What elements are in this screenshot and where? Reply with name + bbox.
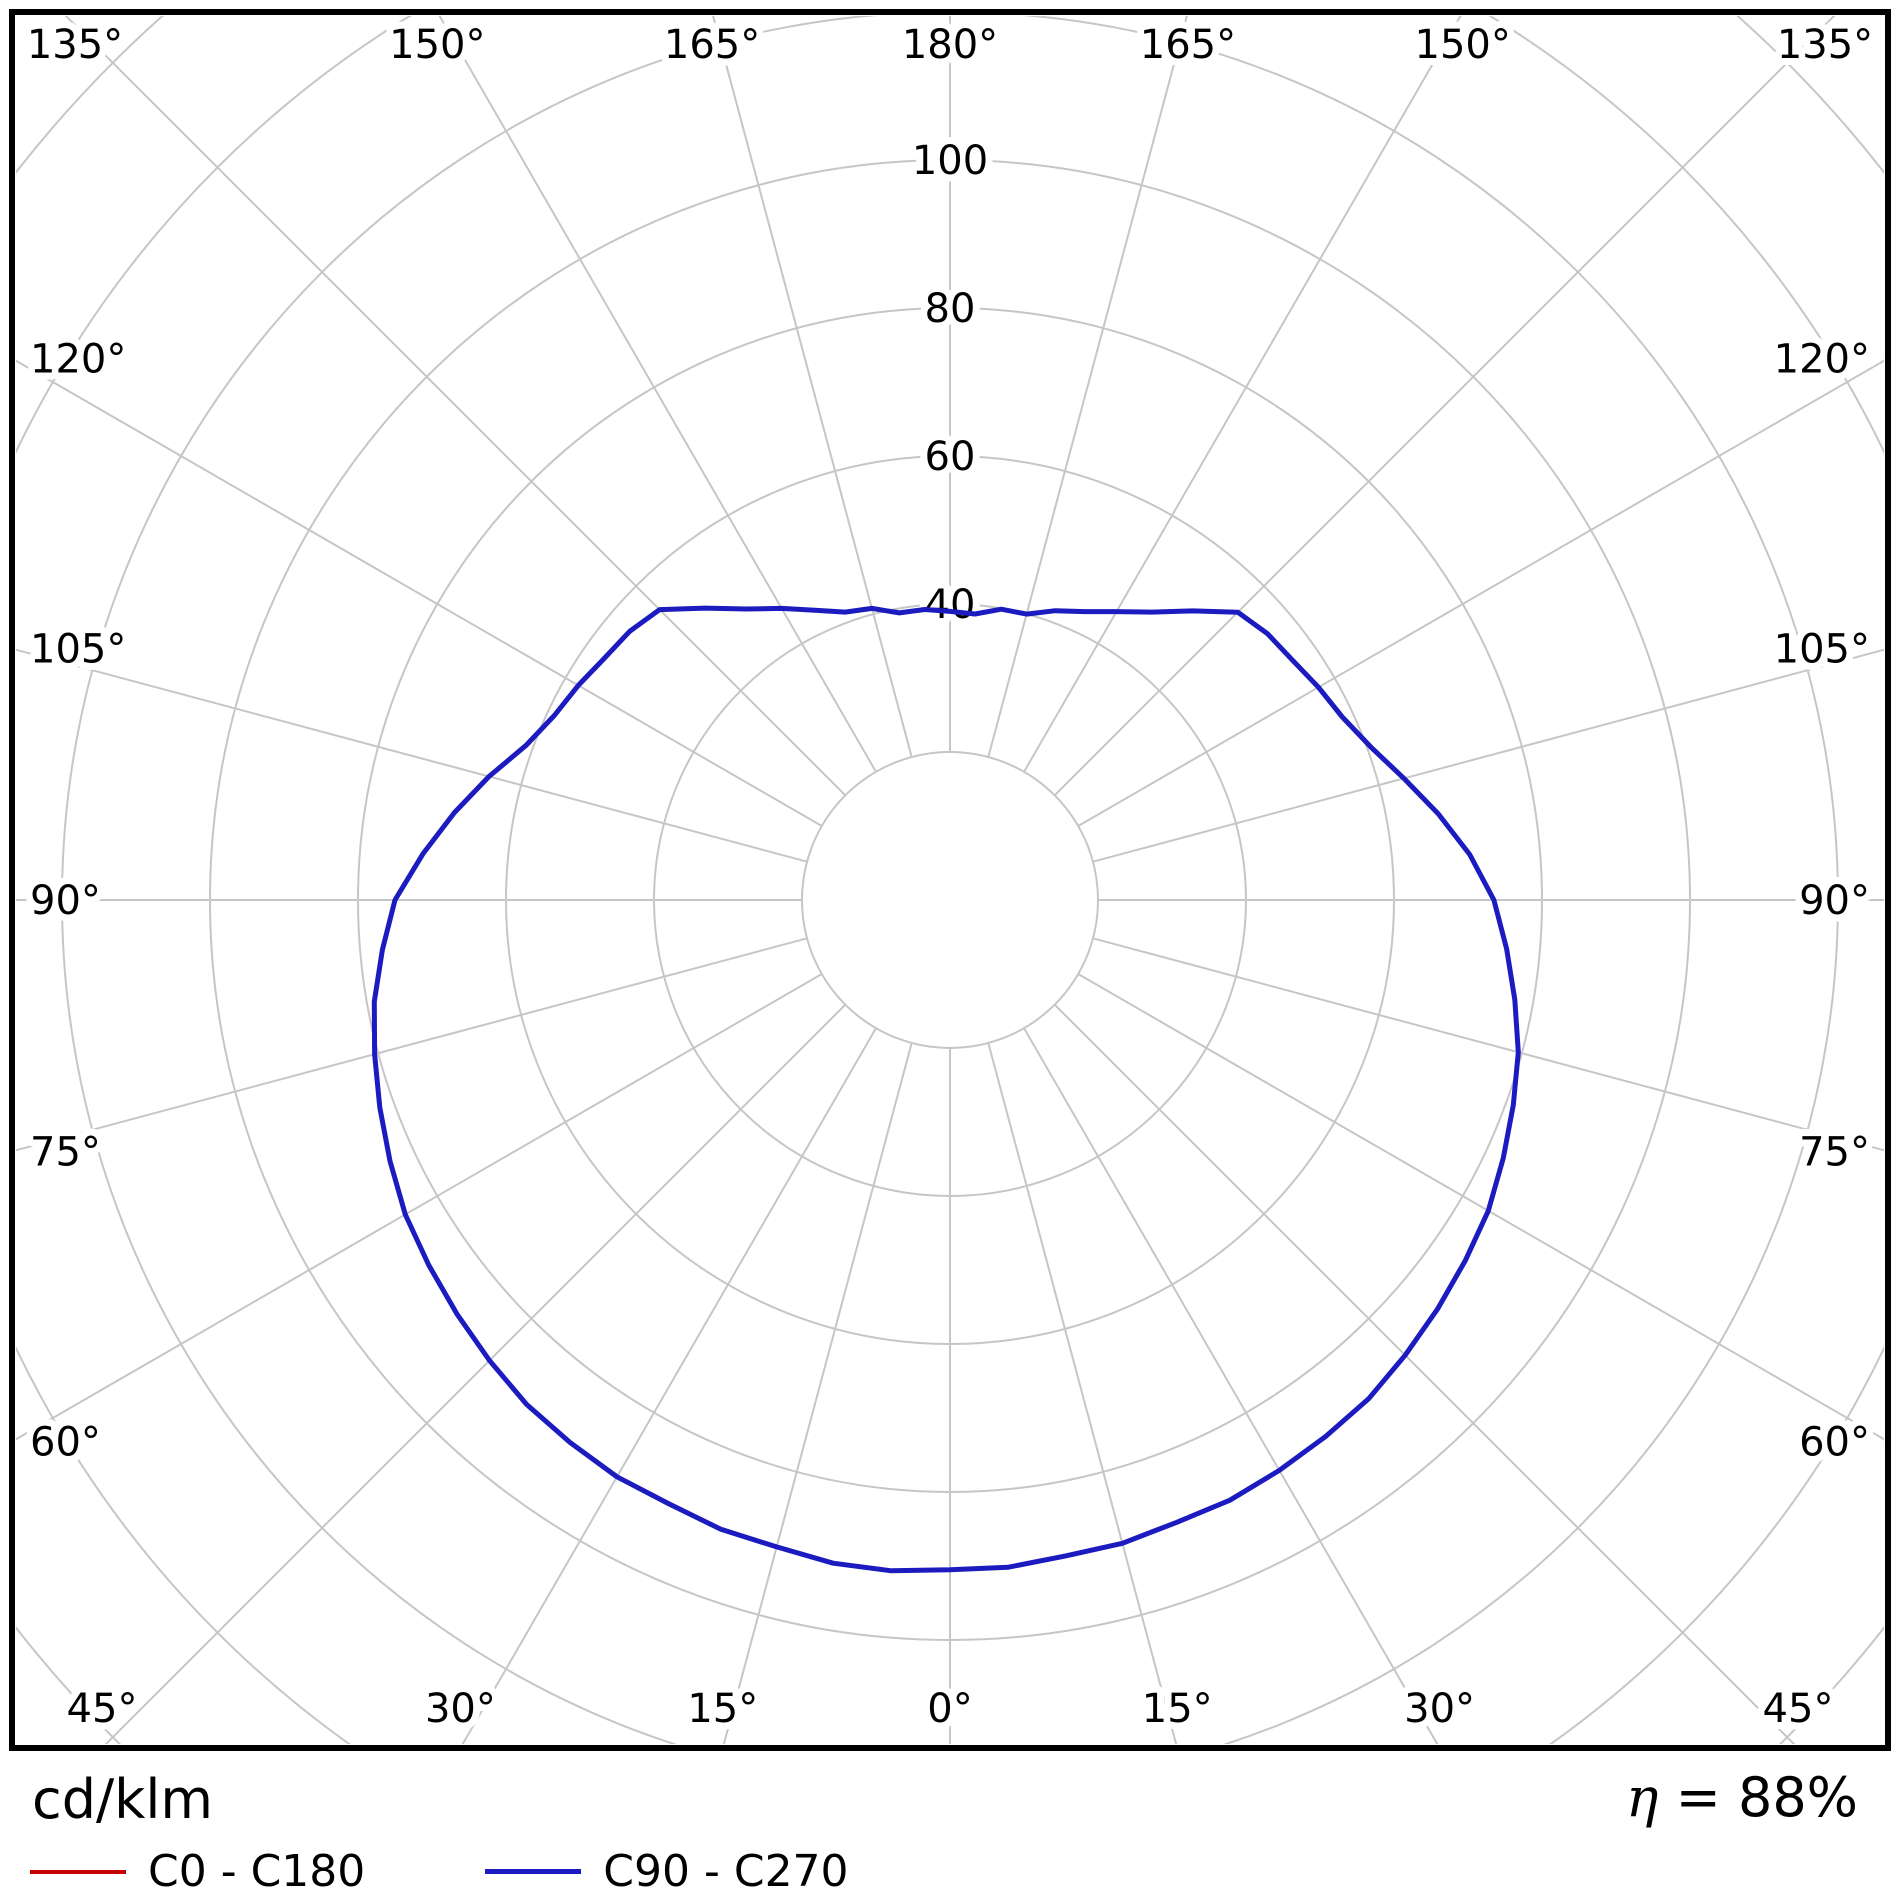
radial-tick-label: 100 xyxy=(912,138,988,184)
blue-line-swatch xyxy=(485,1869,582,1874)
angle-tick-label: 120° xyxy=(30,336,126,382)
efficiency-label: η = 88% xyxy=(1626,1766,1858,1829)
angle-grid-ray xyxy=(712,16,913,758)
angle-grid-ray xyxy=(1053,1003,1796,1744)
angle-tick-label: 60° xyxy=(1799,1420,1870,1466)
polar-grid xyxy=(16,16,1884,1744)
angle-tick-label: 30° xyxy=(1404,1686,1475,1732)
angle-tick-label: 90° xyxy=(30,878,101,924)
angle-grid-ray xyxy=(16,648,808,863)
angle-tick-label: 75° xyxy=(1799,1129,1870,1175)
angle-tick-label: 135° xyxy=(1777,22,1873,68)
intensity-curves xyxy=(371,605,1521,1574)
angle-tick-label: 150° xyxy=(389,22,485,68)
angle-grid-ray xyxy=(104,1003,847,1744)
polar-chart: 40 60 80 100 0° 15° 15° 30° 30° 45° 45° 60° 60° 75° 75… xyxy=(9,9,1891,1751)
angle-tick-label: 165° xyxy=(1140,22,1236,68)
angle-tick-label: 75° xyxy=(30,1129,101,1175)
angle-grid-ray xyxy=(64,16,847,797)
angle-tick-label: 15° xyxy=(687,1686,758,1732)
angle-grid-ray xyxy=(1023,1027,1439,1744)
angle-grid-ray xyxy=(987,1042,1178,1744)
angle-grid-ray xyxy=(1092,937,1884,1152)
angle-grid-ray xyxy=(987,16,1188,758)
angle-tick-label: 150° xyxy=(1415,22,1511,68)
red-line-swatch xyxy=(30,1869,126,1874)
angle-grid-ray xyxy=(1077,973,1884,1441)
units-label: cd/klm xyxy=(32,1768,214,1831)
radial-tick-label: 40 xyxy=(925,582,976,628)
tick-labels: 40 60 80 100 0° 15° 15° 30° 30° 45° 45° 60° 60° 75° 75… xyxy=(20,15,1880,1739)
legend-label-c90-c270: C90 - C270 xyxy=(603,1846,849,1897)
angle-tick-label: 90° xyxy=(1799,878,1870,924)
angle-tick-label: 165° xyxy=(664,22,760,68)
angle-grid-ray xyxy=(1023,16,1462,773)
eta-symbol: η xyxy=(1626,1766,1659,1829)
legend-label-c0-c180: C0 - C180 xyxy=(148,1846,366,1897)
angle-grid-ray xyxy=(16,359,823,827)
angle-grid-ray xyxy=(438,16,877,773)
legend-item-c0-c180: C0 - C180 xyxy=(30,1846,365,1897)
angle-grid-ray xyxy=(1053,16,1836,797)
angle-grid-ray xyxy=(16,973,823,1441)
angle-grid-ray xyxy=(1092,648,1884,863)
series-curve-c90-c270 xyxy=(371,605,1521,1574)
efficiency-value: = 88% xyxy=(1675,1766,1858,1829)
angle-tick-label: 105° xyxy=(30,627,126,673)
radial-grid-circle xyxy=(801,751,1099,1049)
plot-border xyxy=(9,9,1891,1751)
angle-grid-ray xyxy=(722,1042,913,1744)
legend: C0 - C180 C90 - C270 xyxy=(30,1846,849,1897)
angle-tick-label: 15° xyxy=(1142,1686,1213,1732)
angle-tick-label: 120° xyxy=(1774,336,1870,382)
angle-tick-label: 60° xyxy=(30,1420,101,1466)
angle-tick-label: 45° xyxy=(67,1686,138,1732)
angle-tick-label: 105° xyxy=(1774,627,1870,673)
angle-tick-label: 135° xyxy=(27,22,123,68)
radial-tick-label: 80 xyxy=(925,286,976,332)
angle-tick-label: 45° xyxy=(1763,1686,1834,1732)
angle-grid-ray xyxy=(1077,359,1884,827)
angle-grid-ray xyxy=(16,937,808,1152)
radial-tick-label: 60 xyxy=(925,434,976,480)
angle-tick-label: 0° xyxy=(927,1686,972,1732)
angle-grid-ray xyxy=(461,1027,877,1744)
angle-tick-label: 180° xyxy=(902,22,998,68)
legend-item-c90-c270: C90 - C270 xyxy=(485,1846,849,1897)
angle-tick-label: 30° xyxy=(425,1686,496,1732)
